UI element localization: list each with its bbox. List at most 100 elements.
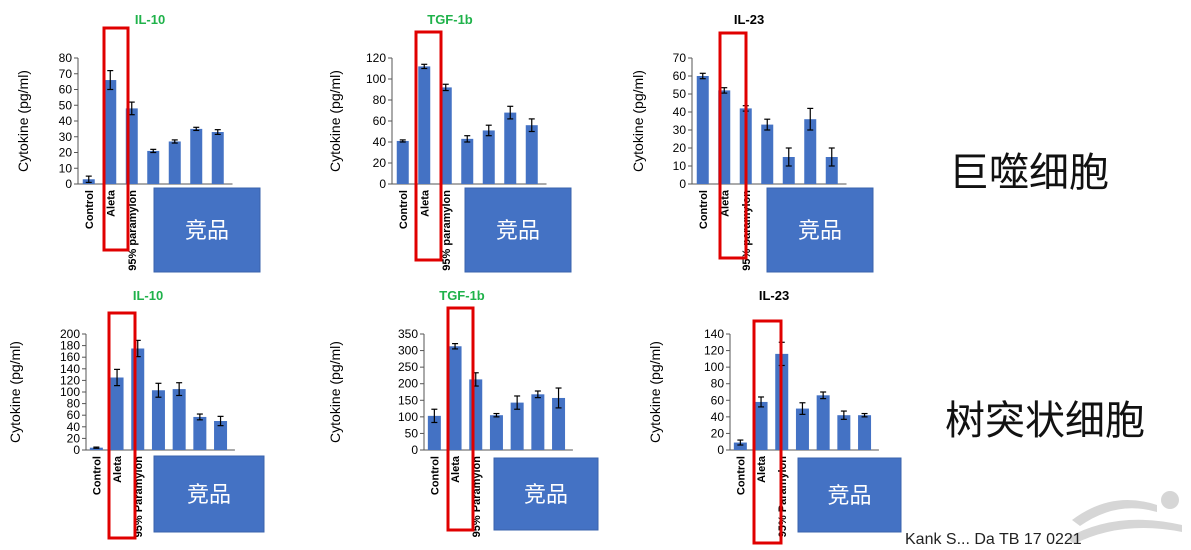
bar bbox=[396, 140, 409, 184]
competitor-box-label: 竞品 bbox=[185, 218, 229, 243]
x-tick-label: Control bbox=[91, 456, 103, 495]
y-tick-label: 60 bbox=[673, 69, 687, 83]
y-tick-label: 100 bbox=[398, 410, 418, 424]
aleta-highlight-box bbox=[718, 31, 748, 260]
y-tick-label: 10 bbox=[673, 159, 687, 173]
x-tick-label: 95% Paramylon bbox=[777, 456, 789, 538]
x-tick-label: Control bbox=[698, 190, 710, 229]
bar bbox=[531, 394, 545, 450]
competitor-box-label: 竞品 bbox=[524, 482, 568, 507]
y-tick-label: 160 bbox=[60, 350, 80, 364]
competitor-box-label: 竞品 bbox=[827, 483, 871, 508]
y-tick-label: 100 bbox=[60, 385, 80, 399]
chart-title: IL-23 bbox=[734, 12, 764, 27]
y-tick-label: 30 bbox=[59, 130, 73, 144]
y-tick-label: 80 bbox=[59, 51, 73, 65]
bar bbox=[795, 408, 809, 450]
bar bbox=[110, 377, 124, 450]
footer-citation: Kank S... Da TB 17 0221 bbox=[905, 531, 1082, 548]
bar bbox=[211, 132, 224, 184]
bar bbox=[489, 415, 503, 450]
y-tick-label: 140 bbox=[704, 327, 724, 341]
bar bbox=[696, 76, 709, 184]
competitor-box bbox=[797, 457, 902, 533]
y-tick-label: 40 bbox=[59, 114, 73, 128]
y-tick-label: 40 bbox=[711, 410, 725, 424]
x-tick-label: Aleta bbox=[756, 455, 768, 483]
y-tick-label: 200 bbox=[60, 327, 80, 341]
competitor-box-label: 竞品 bbox=[496, 218, 540, 243]
y-tick-label: 40 bbox=[67, 420, 81, 434]
y-tick-label: 0 bbox=[73, 443, 80, 457]
bar bbox=[439, 87, 452, 184]
y-tick-label: 80 bbox=[67, 397, 81, 411]
y-tick-label: 150 bbox=[398, 393, 418, 407]
y-tick-label: 60 bbox=[373, 114, 387, 128]
y-tick-label: 100 bbox=[704, 360, 724, 374]
competitor-box bbox=[153, 187, 261, 273]
bar bbox=[190, 128, 203, 184]
bar bbox=[804, 119, 817, 184]
bar bbox=[482, 130, 495, 184]
y-tick-label: 20 bbox=[711, 426, 725, 440]
bar bbox=[104, 80, 117, 184]
y-tick-label: 40 bbox=[373, 135, 387, 149]
competitor-box bbox=[464, 187, 572, 273]
bar bbox=[858, 415, 872, 450]
aleta-highlight-box bbox=[446, 306, 475, 532]
x-tick-label: 95% paramylon bbox=[127, 190, 139, 271]
y-tick-label: 0 bbox=[65, 177, 72, 191]
y-tick-label: 120 bbox=[704, 344, 724, 358]
y-tick-label: 60 bbox=[67, 408, 81, 422]
y-tick-label: 40 bbox=[673, 105, 687, 119]
x-tick-label: 95% paramylon bbox=[441, 190, 453, 271]
y-tick-label: 50 bbox=[673, 87, 687, 101]
bar bbox=[461, 138, 474, 184]
y-tick-label: 0 bbox=[717, 443, 724, 457]
y-axis-label: Cytokine (pg/ml) bbox=[630, 70, 646, 172]
bar bbox=[510, 402, 524, 450]
y-tick-label: 20 bbox=[673, 141, 687, 155]
bar bbox=[837, 415, 851, 450]
competitor-box bbox=[153, 455, 265, 533]
y-tick-label: 70 bbox=[59, 67, 73, 81]
x-tick-label: Control bbox=[735, 456, 747, 495]
bar bbox=[151, 390, 165, 450]
y-tick-label: 70 bbox=[673, 51, 687, 65]
bar bbox=[825, 157, 838, 184]
x-tick-label: Aleta bbox=[112, 455, 124, 483]
y-tick-label: 60 bbox=[711, 393, 725, 407]
y-tick-label: 60 bbox=[59, 83, 73, 97]
x-tick-label: Control bbox=[84, 190, 96, 229]
y-tick-label: 300 bbox=[398, 344, 418, 358]
bar bbox=[504, 112, 517, 184]
bar bbox=[733, 442, 747, 450]
bar bbox=[525, 125, 538, 184]
competitor-box bbox=[493, 457, 599, 531]
x-tick-label: Control bbox=[429, 456, 441, 495]
y-tick-label: 10 bbox=[59, 161, 73, 175]
competitor-box bbox=[766, 187, 874, 273]
y-axis-label: Cytokine (pg/ml) bbox=[15, 70, 31, 172]
y-tick-label: 50 bbox=[405, 426, 419, 440]
y-tick-label: 350 bbox=[398, 327, 418, 341]
y-tick-label: 80 bbox=[711, 377, 725, 391]
chart-title: IL-10 bbox=[133, 288, 163, 303]
aleta-highlight-box bbox=[102, 26, 130, 252]
y-axis-label: Cytokine (pg/ml) bbox=[647, 341, 663, 443]
y-tick-label: 0 bbox=[411, 443, 418, 457]
x-tick-label: Control bbox=[398, 190, 410, 229]
row-label-dendritic-cell: 树突状细胞 bbox=[945, 398, 1145, 444]
bar bbox=[469, 379, 483, 450]
chart-title: IL-23 bbox=[759, 288, 789, 303]
chart-title: TGF-1b bbox=[427, 12, 473, 27]
y-tick-label: 80 bbox=[373, 93, 387, 107]
bar bbox=[552, 397, 566, 450]
row-label-macrophage: 巨噬细胞 bbox=[949, 150, 1109, 196]
competitor-box-label: 竞品 bbox=[187, 482, 231, 507]
y-tick-label: 120 bbox=[60, 373, 80, 387]
y-tick-label: 30 bbox=[673, 123, 687, 137]
bar bbox=[214, 421, 228, 450]
aleta-highlight-box bbox=[752, 319, 783, 545]
